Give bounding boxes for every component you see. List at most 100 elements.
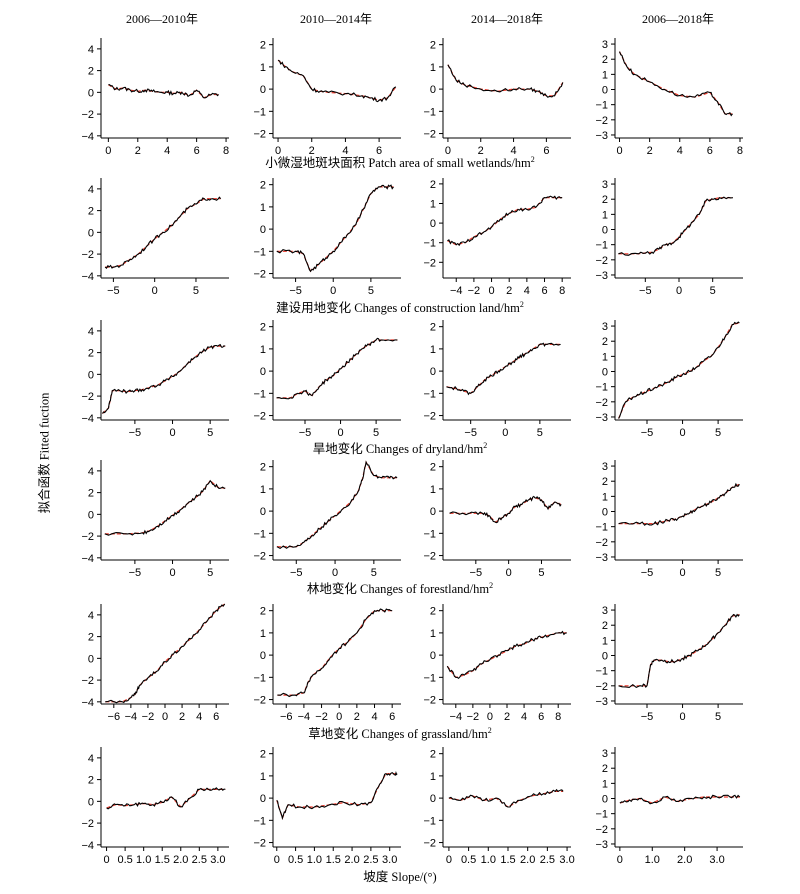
x-tick-label: 0 bbox=[679, 567, 685, 579]
x-tick-label: 0 bbox=[152, 285, 158, 297]
y-tick-label: −2 bbox=[81, 249, 94, 261]
x-tick-label: 0 bbox=[502, 427, 508, 439]
y-tick-label: 1 bbox=[260, 628, 266, 640]
y-tick-label: 2 bbox=[88, 66, 94, 78]
y-tick-label: 2 bbox=[430, 322, 436, 334]
y-tick-label: 2 bbox=[602, 194, 608, 206]
y-tick-label: 2 bbox=[602, 336, 608, 348]
y-tick-label: −2 bbox=[423, 411, 436, 423]
y-tick-label: −2 bbox=[253, 411, 266, 423]
y-tick-label: −2 bbox=[595, 824, 608, 836]
row-xlabel-5: 坡度 Slope/(°) bbox=[0, 866, 800, 885]
x-tick-label: −4 bbox=[298, 711, 311, 723]
x-tick-label: 4 bbox=[196, 711, 202, 723]
fitted-series-line bbox=[446, 630, 567, 680]
fitted-series-line bbox=[449, 495, 562, 524]
row-xlabel-3-text: 林地变化 Changes of forestland/hm bbox=[306, 582, 490, 596]
y-tick-label: −1 bbox=[253, 528, 266, 540]
x-tick-label: 4 bbox=[521, 711, 527, 723]
row-xlabel-0-text: 小微湿地斑块面积 Patch area of small wetlands/hm bbox=[265, 156, 531, 170]
y-tick-label: −4 bbox=[81, 840, 94, 852]
y-tick-label: 1 bbox=[430, 771, 436, 783]
y-tick-label: −3 bbox=[595, 839, 608, 851]
panel-r0-c1: −2 −1 0 1 2 0 2 4 6 bbox=[253, 38, 401, 157]
row-xlabel-0: 小微湿地斑块面积 Patch area of small wetlands/hm… bbox=[0, 152, 800, 171]
y-tick-label: 1 bbox=[602, 351, 608, 363]
x-tick-label: −4 bbox=[125, 711, 138, 723]
y-tick-label: −1 bbox=[423, 672, 436, 684]
y-tick-label: 1 bbox=[260, 344, 266, 356]
x-tick-label: 2 bbox=[478, 145, 484, 157]
y-tick-label: −3 bbox=[595, 130, 608, 142]
y-tick-label: −1 bbox=[423, 106, 436, 118]
x-tick-label: 1.5 bbox=[326, 854, 341, 866]
x-tick-label: 2 bbox=[647, 145, 653, 157]
x-tick-label: 8 bbox=[223, 145, 229, 157]
x-tick-label: 0 bbox=[104, 854, 110, 866]
y-tick-label: 4 bbox=[88, 610, 94, 622]
x-tick-label: 8 bbox=[559, 285, 565, 297]
y-tick-label: 0 bbox=[602, 794, 608, 806]
y-tick-label: −2 bbox=[253, 838, 266, 850]
x-tick-label: 0 bbox=[330, 285, 336, 297]
column-title-2: 2014—2018年 bbox=[470, 12, 543, 26]
x-tick-label: 0 bbox=[336, 711, 342, 723]
fitted-series-line bbox=[106, 787, 226, 810]
x-tick-label: 2.0 bbox=[677, 854, 692, 866]
y-tick-label: 2 bbox=[260, 606, 266, 618]
y-tick-label: 1 bbox=[602, 209, 608, 221]
panel-r2-c2: −2 −1 0 1 2 −5 0 5 bbox=[423, 320, 571, 439]
y-tick-label: 0 bbox=[430, 366, 436, 378]
panel-r2-c0: −4 −2 0 2 4 −5 0 5 bbox=[81, 320, 229, 439]
y-tick-label: −2 bbox=[423, 838, 436, 850]
panel-r0-c2: −2 −1 0 1 2 0 2 4 6 bbox=[423, 38, 571, 157]
x-tick-label: 0 bbox=[446, 854, 452, 866]
y-tick-label: −1 bbox=[595, 100, 608, 112]
smooth-series-line bbox=[102, 345, 226, 414]
x-tick-label: 4 bbox=[371, 711, 377, 723]
y-tick-label: −1 bbox=[595, 522, 608, 534]
y-tick-label: 4 bbox=[88, 466, 94, 478]
y-tick-label: −2 bbox=[253, 551, 266, 563]
smooth-series-line bbox=[276, 339, 398, 399]
fitted-series-line bbox=[619, 794, 741, 805]
column-title-1: 2010—2014年 bbox=[299, 12, 372, 26]
panel-r5-c0: −4 −2 0 2 4 0 0.5 1.0 1.5 2.0 2.5 3.0 bbox=[81, 747, 229, 866]
y-tick-label: 3 bbox=[602, 321, 608, 333]
y-tick-label: 4 bbox=[88, 184, 94, 196]
y-tick-label: 0 bbox=[430, 650, 436, 662]
fitted-series-line bbox=[446, 342, 561, 396]
y-tick-label: 0 bbox=[88, 227, 94, 239]
fitted-series-line bbox=[276, 460, 398, 550]
x-tick-label: 5 bbox=[537, 427, 543, 439]
y-tick-label: −1 bbox=[595, 809, 608, 821]
y-tick-label: 0 bbox=[602, 651, 608, 663]
panel-r4-c3: −3 −2 −1 0 1 2 3 −5 0 5 bbox=[595, 604, 743, 723]
x-tick-label: 1.0 bbox=[136, 854, 151, 866]
y-tick-label: 2 bbox=[260, 462, 266, 474]
x-tick-label: −5 bbox=[299, 427, 312, 439]
panel-r5-c2: −2 −1 0 1 2 0 0.5 1.0 1.5 2.0 2.5 3.0 bbox=[423, 747, 575, 866]
x-tick-label: 5 bbox=[373, 427, 379, 439]
x-tick-label: 6 bbox=[213, 711, 219, 723]
y-tick-label: 2 bbox=[430, 462, 436, 474]
panel-r0-c3: −3 −2 −1 0 1 2 3 0 2 4 6 8 bbox=[595, 38, 743, 157]
x-tick-label: 0 bbox=[337, 427, 343, 439]
y-tick-label: 2 bbox=[88, 488, 94, 500]
x-tick-label: 0 bbox=[679, 711, 685, 723]
x-tick-label: 3.0 bbox=[559, 854, 574, 866]
y-tick-label: −1 bbox=[595, 666, 608, 678]
x-tick-label: −5 bbox=[290, 567, 303, 579]
fitted-series-line bbox=[618, 613, 740, 689]
y-tick-label: 0 bbox=[260, 224, 266, 236]
x-tick-label: 3.0 bbox=[382, 854, 397, 866]
x-tick-label: 5 bbox=[368, 285, 374, 297]
x-tick-label: 0.5 bbox=[117, 854, 132, 866]
y-tick-label: 1 bbox=[430, 628, 436, 640]
y-tick-label: 1 bbox=[260, 62, 266, 74]
row-xlabel-1-text: 建设用地变化 Changes of construction land/hm bbox=[276, 301, 520, 315]
x-tick-label: 3.0 bbox=[709, 854, 724, 866]
